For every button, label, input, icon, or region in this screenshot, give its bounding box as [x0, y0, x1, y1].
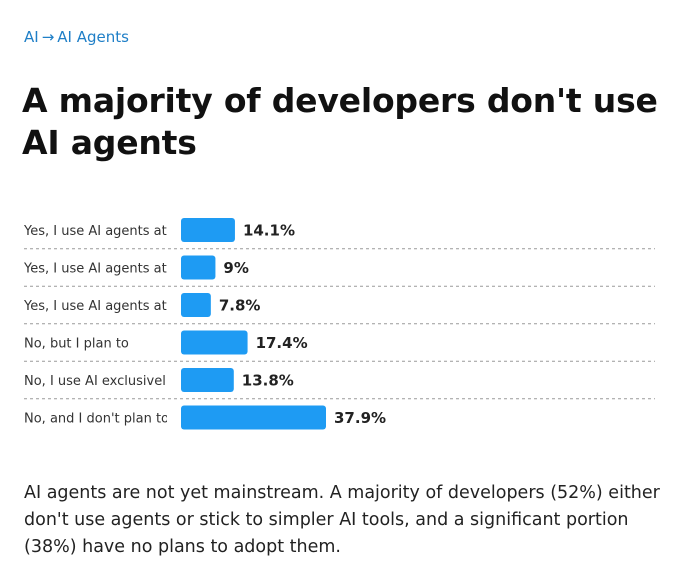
- value-label: 37.9%: [334, 409, 386, 427]
- summary-text: AI agents are not yet mainstream. A majo…: [24, 483, 660, 557]
- page-title: A majority of developers don't use AI ag…: [22, 81, 658, 162]
- breadcrumb-link-ai-agents[interactable]: AI Agents: [57, 28, 129, 46]
- bar: [181, 330, 248, 355]
- value-label: 17.4%: [256, 334, 308, 352]
- bar-chart: Yes, I use AI agents at 14.1% Yes, I use A…: [23, 218, 655, 430]
- value-label: 7.8%: [219, 297, 261, 315]
- bar: [181, 218, 235, 242]
- value-label: 9%: [223, 259, 248, 277]
- breadcrumb: AI → AI Agents: [24, 26, 129, 48]
- breadcrumb-link-ai[interactable]: AI: [24, 28, 39, 46]
- category-label: No, and I don't plan to: [24, 412, 169, 427]
- category-label: Yes, I use AI agents at: [23, 224, 167, 239]
- bar: [181, 293, 211, 317]
- bar: [181, 255, 216, 280]
- category-label: Yes, I use AI agents at: [23, 262, 167, 277]
- category-label: Yes, I use AI agents at: [23, 299, 167, 314]
- category-label: No, I use AI exclusivel: [24, 374, 166, 389]
- value-label: 14.1%: [243, 222, 295, 240]
- category-label: No, but I plan to: [24, 337, 129, 352]
- value-label: 13.8%: [242, 372, 294, 390]
- breadcrumb-separator: →: [41, 28, 55, 46]
- bar: [181, 405, 326, 430]
- bar: [181, 368, 234, 392]
